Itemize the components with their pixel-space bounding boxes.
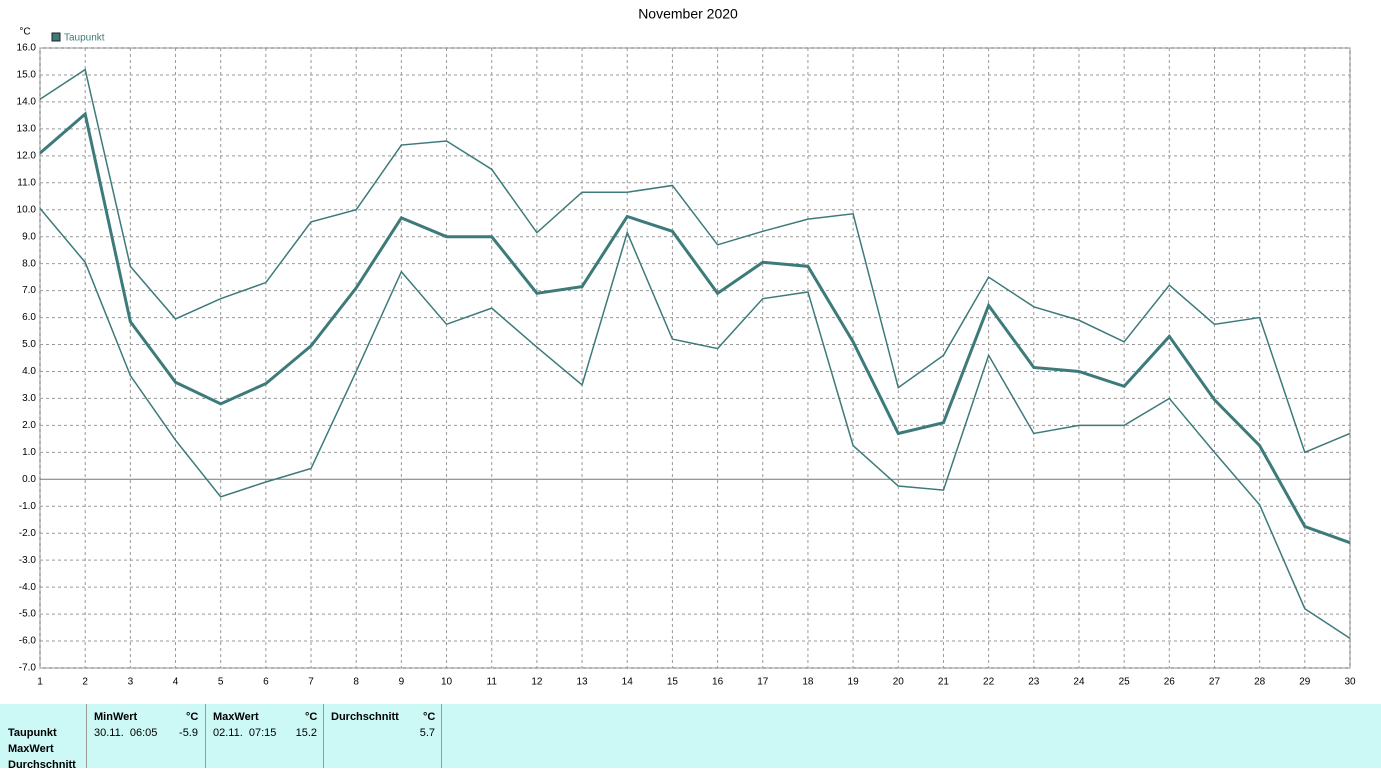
data-line <box>39 111 1351 545</box>
legend-label: Taupunkt <box>64 33 105 44</box>
y-tick-label: 5.0 <box>22 339 36 350</box>
column-unit: °C <box>423 711 436 723</box>
y-tick-label: -4.0 <box>19 582 37 593</box>
chart: November 2020 °C 16.015.014.013.012.011.… <box>17 6 1356 688</box>
x-tick-label: 21 <box>938 677 950 688</box>
y-tick-label: 15.0 <box>17 70 37 81</box>
plot-area <box>39 47 1351 669</box>
y-tick-label: -6.0 <box>19 636 37 647</box>
column-unit: °C <box>305 711 318 723</box>
cell-time: 30.11. 06:05 <box>94 727 158 739</box>
y-tick-label: 12.0 <box>17 150 37 161</box>
y-tick-label: 10.0 <box>17 204 37 215</box>
x-tick-label: 22 <box>983 677 995 688</box>
x-tick-label: 4 <box>173 677 179 688</box>
row-label: MaxWert <box>8 743 54 755</box>
x-tick-label: 3 <box>128 677 134 688</box>
column-separator <box>205 704 206 768</box>
y-tick-label: 14.0 <box>17 97 37 108</box>
row-label: Durchschnitt <box>8 759 76 771</box>
cell-value: 5.7 <box>419 727 435 739</box>
x-tick-label: 26 <box>1164 677 1176 688</box>
y-tick-label: 0.0 <box>22 474 36 485</box>
data-line <box>39 207 1351 639</box>
y-tick-label: 13.0 <box>17 124 37 135</box>
y-tick-label: 1.0 <box>22 447 36 458</box>
y-tick-label: 4.0 <box>22 366 36 377</box>
legend-swatch <box>51 32 61 42</box>
x-tick-label: 13 <box>577 677 589 688</box>
y-tick-label: 3.0 <box>22 393 36 404</box>
column-separator <box>86 704 87 768</box>
y-tick-label: -7.0 <box>19 663 37 674</box>
y-tick-label: 8.0 <box>22 258 36 269</box>
data-line <box>39 68 1351 454</box>
column-separator <box>323 704 324 768</box>
column-header: MaxWert <box>213 711 259 723</box>
row-label: Taupunkt <box>8 727 57 739</box>
x-tick-label: 12 <box>531 677 543 688</box>
y-tick-label: 7.0 <box>22 285 36 296</box>
column-header: Durchschnitt <box>331 711 399 723</box>
x-tick-label: 17 <box>757 677 769 688</box>
x-tick-label: 25 <box>1119 677 1131 688</box>
stats-table: Taupunkt MaxWert Durchschnitt MinWert °C 30.1… <box>0 704 1381 771</box>
x-tick-label: 16 <box>712 677 724 688</box>
y-tick-label: -1.0 <box>19 501 37 512</box>
y-tick-label: 16.0 <box>17 43 37 54</box>
x-tick-label: 9 <box>399 677 405 688</box>
x-tick-label: 24 <box>1073 677 1085 688</box>
x-tick-label: 5 <box>218 677 224 688</box>
y-tick-label: 2.0 <box>22 420 36 431</box>
x-tick-label: 28 <box>1254 677 1266 688</box>
x-tick-label: 29 <box>1299 677 1311 688</box>
x-tick-label: 7 <box>308 677 314 688</box>
x-tick-label: 1 <box>37 677 43 688</box>
x-tick-label: 30 <box>1344 677 1356 688</box>
column-header: MinWert <box>94 711 138 723</box>
column-unit: °C <box>186 711 199 723</box>
y-tick-label: 6.0 <box>22 312 36 323</box>
x-tick-label: 27 <box>1209 677 1221 688</box>
y-tick-label: -3.0 <box>19 555 37 566</box>
x-tick-label: 6 <box>263 677 269 688</box>
y-tick-label: 11.0 <box>17 177 36 188</box>
x-tick-label: 20 <box>893 677 905 688</box>
y-unit: °C <box>19 27 30 38</box>
x-tick-label: 11 <box>487 677 498 688</box>
cell-value: 15.2 <box>295 727 317 739</box>
x-tick-label: 18 <box>802 677 814 688</box>
x-tick-label: 19 <box>848 677 860 688</box>
x-tick-label: 15 <box>667 677 679 688</box>
column-separator <box>441 704 442 768</box>
cell-value: -5.9 <box>179 727 198 739</box>
x-tick-label: 8 <box>353 677 359 688</box>
x-tick-label: 14 <box>622 677 634 688</box>
chart-title: November 2020 <box>638 6 738 22</box>
y-tick-label: -5.0 <box>19 609 37 620</box>
cell-time: 02.11. 07:15 <box>213 727 277 739</box>
y-tick-label: -2.0 <box>19 528 37 539</box>
y-tick-label: 9.0 <box>22 231 36 242</box>
x-tick-label: 23 <box>1028 677 1040 688</box>
x-tick-label: 2 <box>82 677 88 688</box>
x-tick-label: 10 <box>441 677 453 688</box>
